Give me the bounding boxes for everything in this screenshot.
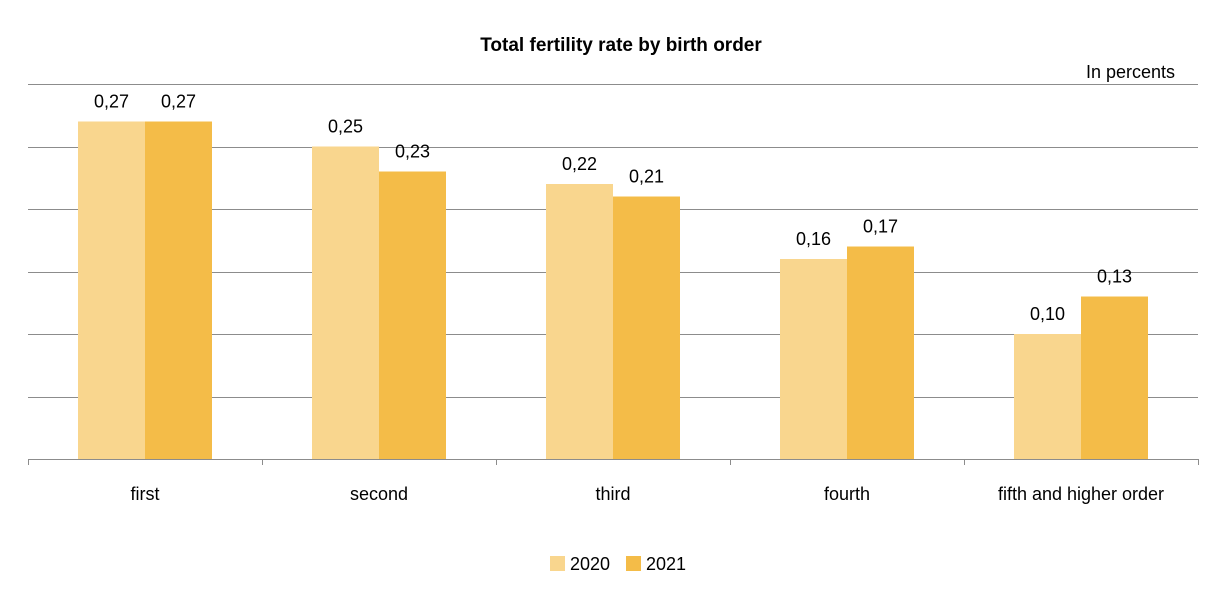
data-label: 0,16 xyxy=(796,229,831,249)
bar-2021 xyxy=(379,171,446,459)
unit-label: In percents xyxy=(1086,62,1175,82)
x-axis: first second third fourth fifth and higher o… xyxy=(28,459,1199,504)
bar-2021 xyxy=(613,196,680,459)
bar-2020 xyxy=(780,259,847,459)
data-label: 0,17 xyxy=(863,217,898,237)
data-label: 0,21 xyxy=(629,167,664,187)
data-label: 0,27 xyxy=(161,92,196,112)
legend-swatch-2021 xyxy=(626,556,641,571)
data-label: 0,22 xyxy=(562,154,597,174)
data-label: 0,13 xyxy=(1097,267,1132,287)
bar-2020 xyxy=(312,146,379,459)
x-tick-label: second xyxy=(350,484,408,504)
chart-title: Total fertility rate by birth order xyxy=(480,35,762,56)
bar-2020 xyxy=(78,121,145,459)
x-tick-label: fourth xyxy=(824,484,870,504)
bar-2021 xyxy=(1081,296,1148,459)
legend-label: 2021 xyxy=(646,554,686,574)
x-tick-label: first xyxy=(131,484,160,504)
bar-2021 xyxy=(847,246,914,459)
bar-2021 xyxy=(145,121,212,459)
legend-label: 2020 xyxy=(570,554,610,574)
data-label: 0,27 xyxy=(94,92,129,112)
bar-2020 xyxy=(546,184,613,459)
legend-swatch-2020 xyxy=(550,556,565,571)
bar-2020 xyxy=(1014,334,1081,459)
x-tick-label: fifth and higher order xyxy=(998,484,1164,504)
data-label: 0,25 xyxy=(328,117,363,137)
data-label: 0,10 xyxy=(1030,304,1065,324)
data-label: 0,23 xyxy=(395,142,430,162)
bars: 0,27 0,25 0,22 0,16 0,10 0,27 0,23 0,21 0,17 0,13 xyxy=(78,92,1148,459)
legend: 2020 2021 xyxy=(550,554,686,574)
x-tick-label: third xyxy=(595,484,630,504)
